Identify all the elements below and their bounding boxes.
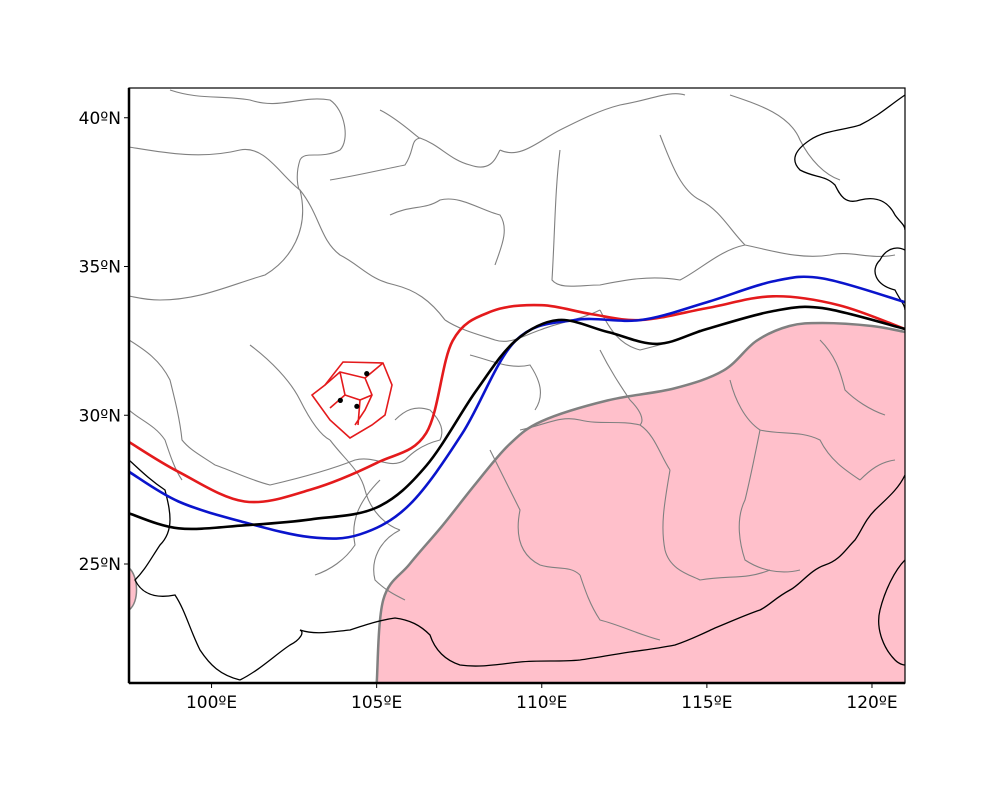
shaded-region: [375, 321, 905, 683]
station-points: [337, 371, 370, 409]
station-point: [354, 403, 360, 409]
station-point: [364, 371, 370, 377]
red-outlined-region: [310, 361, 393, 439]
black-contour-line: [129, 305, 905, 531]
x-tick-label: 120ºE: [846, 693, 897, 713]
station-point: [337, 397, 343, 403]
coastline: [129, 94, 905, 681]
blue-contour-line: [129, 275, 905, 540]
y-tick-label: 25ºN: [79, 555, 121, 575]
x-tick-label: 105ºE: [351, 693, 402, 713]
x-tick-label: 110ºE: [516, 693, 567, 713]
y-tick-label: 35ºN: [79, 258, 121, 278]
x-axis: 100ºE 105ºE 110ºE 115ºE 120ºE: [186, 683, 898, 713]
red-contour-line: [129, 294, 905, 504]
x-tick-label: 115ºE: [681, 693, 732, 713]
x-tick-label: 100ºE: [186, 693, 237, 713]
y-tick-label: 40ºN: [79, 109, 121, 129]
y-axis: 25ºN 30ºN 35ºN 40ºN: [79, 109, 129, 575]
y-tick-label: 30ºN: [79, 406, 121, 426]
